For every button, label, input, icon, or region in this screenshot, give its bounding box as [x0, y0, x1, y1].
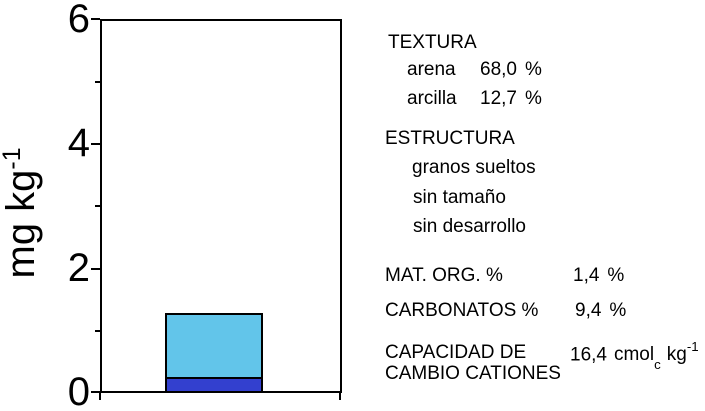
- stacked-bar: [165, 313, 263, 391]
- cic-unit-subscript-c: c: [654, 357, 661, 373]
- cic-label-line1: CAPACIDAD DE: [385, 342, 527, 363]
- cic-label-line2: CAMBIO CATIONES: [385, 363, 561, 384]
- y-tick-label-6: 6: [67, 0, 90, 41]
- carbonatos-value: 9,4%: [575, 301, 626, 320]
- y-axis-major-tick: [91, 143, 100, 145]
- mat-org-value-number: 1,4: [573, 265, 600, 286]
- cic-label: CAPACIDAD DE CAMBIO CATIONES: [385, 342, 561, 384]
- y-axis-label-text: mg kg: [0, 169, 44, 279]
- y-tick-label-2: 2: [67, 246, 90, 290]
- y-axis-label: mg kg-1: [0, 147, 44, 279]
- textura-row-arcilla: arcilla 12,7 %: [407, 89, 542, 108]
- mat-org-value: 1,4%: [573, 266, 624, 285]
- carbonatos-value-unit: %: [609, 300, 627, 321]
- textura-arena-unit: %: [525, 59, 542, 80]
- estructura-title: ESTRUCTURA: [385, 128, 515, 149]
- y-axis-major-tick: [91, 268, 100, 270]
- textura-arcilla-label: arcilla: [407, 88, 457, 109]
- textura-arcilla-unit: %: [525, 88, 542, 109]
- y-axis-major-tick: [91, 391, 100, 393]
- y-tick-label-4: 4: [67, 121, 90, 165]
- estructura-item-sin-tamano: sin tamaño: [413, 187, 506, 208]
- textura-arena-value: 68,0: [480, 59, 517, 80]
- textura-row-arena: arena 68,0 %: [407, 60, 542, 79]
- plot-area: [100, 19, 342, 393]
- bar-segment-lower: [167, 377, 261, 391]
- y-axis-minor-tick: [95, 81, 100, 83]
- y-axis-minor-tick: [95, 205, 100, 207]
- textura-arena-label: arena: [407, 59, 456, 80]
- cic-unit-cmol: cmol: [613, 344, 655, 366]
- y-tick-label-0: 0: [67, 370, 90, 411]
- cic-unit-exponent: -1: [686, 339, 699, 354]
- y-axis-label-exponent: -1: [0, 147, 26, 170]
- carbonatos-label: CARBONATOS %: [385, 300, 539, 321]
- y-axis-minor-tick: [95, 330, 100, 332]
- mat-org-label: MAT. ORG. %: [385, 265, 503, 286]
- y-axis-major-tick: [91, 18, 100, 20]
- textura-arcilla-value: 12,7: [480, 88, 517, 109]
- estructura-item-granos-sueltos: granos sueltos: [412, 157, 536, 178]
- cic-value: 16,4 cmolc kg-1: [570, 339, 699, 371]
- cic-value-number: 16,4: [570, 344, 607, 366]
- cic-unit-kg: kg: [666, 344, 687, 366]
- x-axis-end-tick: [99, 393, 101, 400]
- x-axis-end-tick: [339, 393, 341, 400]
- carbonatos-value-number: 9,4: [575, 300, 602, 321]
- mat-org-value-unit: %: [607, 265, 625, 286]
- textura-title: TEXTURA: [388, 32, 477, 53]
- bar-segment-upper: [167, 315, 261, 377]
- estructura-item-sin-desarrollo: sin desarrollo: [413, 216, 526, 237]
